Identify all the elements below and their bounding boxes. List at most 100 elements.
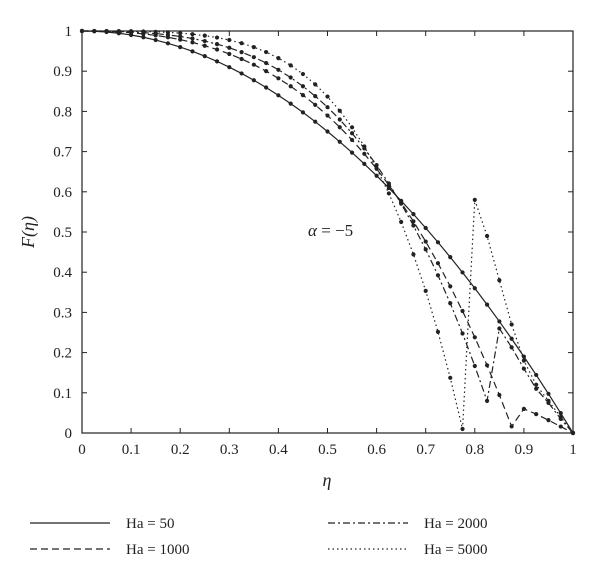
data-point — [558, 411, 563, 416]
data-point — [472, 335, 477, 340]
y-tick-label: 0.5 — [53, 225, 72, 241]
legend-label: Ha = 5000 — [424, 542, 487, 558]
data-point — [202, 38, 207, 44]
data-point — [411, 223, 416, 228]
legend-label: Ha = 2000 — [424, 516, 487, 532]
data-point — [337, 139, 342, 144]
data-point — [165, 30, 171, 35]
data-point — [190, 40, 195, 45]
alpha-value: = −5 — [317, 221, 353, 240]
data-point — [460, 426, 465, 432]
data-point — [264, 69, 269, 74]
x-tick-label: 0.1 — [122, 442, 141, 458]
data-point — [276, 67, 281, 72]
data-point — [460, 331, 465, 336]
data-point — [349, 125, 355, 130]
data-point — [448, 375, 453, 380]
data-point — [92, 28, 97, 34]
y-tick-label: 0 — [65, 426, 73, 442]
data-point — [153, 29, 158, 34]
y-tick-label: 0.2 — [53, 346, 72, 362]
x-tick-label: 0.7 — [416, 442, 435, 458]
data-point — [521, 366, 527, 371]
data-point — [239, 56, 244, 62]
data-point — [337, 117, 342, 122]
data-point — [546, 391, 551, 396]
data-point — [264, 49, 269, 55]
legend-label: Ha = 1000 — [126, 542, 189, 558]
y-tick-label: 1 — [65, 24, 73, 40]
y-tick-label: 0.8 — [53, 104, 72, 120]
ticks: 0 0.1 0.2 0.3 0.4 0.5 0.6 0.7 0.8 0.9 1 0 0.1 0.2 0.3 0… — [53, 24, 577, 458]
data-point — [423, 247, 428, 252]
data-point — [190, 49, 195, 54]
alpha-annotation: α = −5 — [308, 221, 353, 240]
data-point — [202, 33, 207, 38]
data-point — [190, 32, 195, 37]
data-point — [362, 151, 367, 156]
data-point — [239, 71, 244, 76]
data-point — [214, 35, 220, 40]
data-point — [300, 93, 306, 98]
data-point — [546, 418, 551, 423]
data-point — [509, 322, 514, 327]
data-point — [214, 42, 220, 47]
data-point — [484, 398, 490, 403]
alpha-symbol: α — [308, 221, 318, 240]
data-point — [313, 119, 318, 124]
x-tick-label: 0.3 — [220, 442, 239, 458]
series-0 — [79, 28, 576, 436]
y-tick-label: 0.7 — [53, 145, 72, 161]
data-point — [325, 113, 330, 118]
data-point — [116, 29, 121, 34]
data-point — [227, 45, 232, 50]
data-point — [386, 181, 391, 186]
x-tick-label: 0.5 — [318, 442, 337, 458]
x-axis-label: η — [323, 470, 332, 490]
x-tick-label: 0.9 — [515, 442, 534, 458]
data-point — [337, 125, 342, 130]
data-point — [300, 71, 306, 77]
data-point — [534, 382, 539, 387]
data-point — [448, 301, 453, 306]
data-point — [497, 319, 502, 324]
data-point — [411, 219, 416, 224]
legend: Ha = 50 Ha = 1000 Ha = 2000 Ha = 5000 — [30, 516, 487, 558]
data-point — [178, 31, 183, 36]
data-point — [288, 84, 293, 89]
data-point — [227, 51, 232, 57]
data-point — [411, 252, 416, 257]
series-line — [82, 30, 574, 434]
data-point — [141, 35, 146, 40]
data-point — [484, 233, 490, 239]
data-point — [534, 386, 539, 391]
data-point — [423, 225, 428, 231]
data-point — [374, 166, 379, 171]
data-point — [374, 173, 379, 178]
series-line — [81, 30, 574, 434]
data-point — [288, 63, 293, 68]
data-point — [178, 37, 183, 42]
data-point — [509, 424, 514, 429]
data-point — [313, 94, 318, 99]
data-point — [239, 41, 244, 46]
data-point — [521, 358, 527, 363]
data-point — [362, 144, 367, 149]
data-point — [227, 65, 232, 70]
data-point — [509, 336, 514, 341]
data-point — [411, 212, 416, 217]
data-point — [509, 345, 514, 350]
data-point — [165, 41, 171, 46]
x-tick-label: 1 — [569, 442, 577, 458]
data-point — [79, 28, 85, 34]
data-point — [423, 239, 428, 244]
x-tick-label: 0.4 — [269, 442, 288, 458]
data-point — [276, 55, 281, 61]
data-point — [534, 412, 539, 417]
data-point — [214, 47, 220, 52]
data-point — [129, 29, 134, 34]
data-point — [325, 94, 330, 99]
data-point — [521, 406, 527, 411]
data-point — [484, 363, 490, 368]
